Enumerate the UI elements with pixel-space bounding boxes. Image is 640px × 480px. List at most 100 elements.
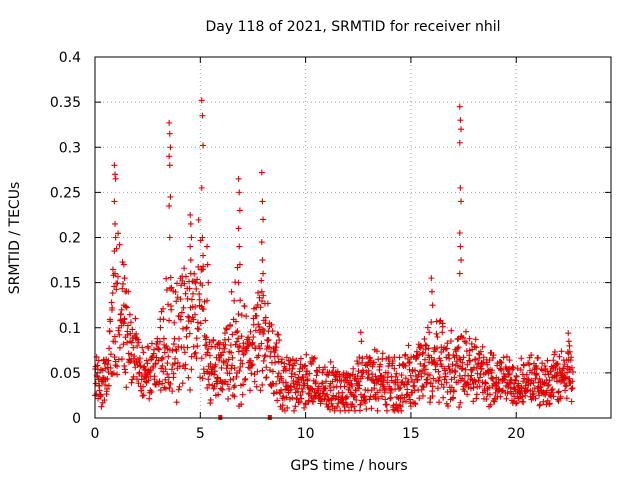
- data-point: [146, 395, 153, 402]
- data-point: [489, 354, 496, 361]
- data-point: [222, 341, 229, 348]
- y-tick-labels: 0 0.05 0.1 0.15 0.2 0.25 0.3 0.35 0.4: [50, 50, 81, 427]
- data-point: [372, 373, 379, 380]
- data-point: [136, 355, 143, 362]
- data-point: [191, 311, 198, 318]
- data-point: [247, 387, 254, 394]
- data-point: [451, 374, 458, 381]
- data-point: [454, 336, 461, 343]
- data-point: [120, 302, 127, 309]
- data-point: [176, 383, 183, 390]
- data-point: [402, 375, 409, 382]
- data-point: [182, 290, 189, 297]
- data-point: [521, 375, 528, 382]
- data-point: [422, 346, 429, 353]
- data-point: [293, 357, 300, 364]
- data-point: [114, 363, 121, 370]
- data-point: [264, 300, 271, 307]
- data-point: [145, 377, 152, 384]
- data-point: [240, 381, 247, 388]
- data-point: [172, 355, 179, 362]
- data-point: [503, 353, 510, 360]
- data-point: [168, 366, 175, 373]
- data-point: [112, 270, 119, 277]
- data-point: [508, 376, 515, 383]
- data-point: [549, 389, 556, 396]
- data-point: [568, 364, 575, 371]
- data-point: [183, 333, 190, 340]
- data-point: [464, 391, 471, 398]
- data-point: [114, 280, 121, 287]
- data-point: [109, 304, 116, 311]
- data-point: [173, 298, 180, 305]
- data-point: [507, 385, 514, 392]
- data-point: [509, 363, 516, 370]
- data-point: [151, 346, 158, 353]
- data-point: [442, 373, 449, 380]
- data-point: [349, 371, 356, 378]
- data-point: [564, 363, 571, 370]
- data-point: [199, 234, 206, 241]
- data-point: [102, 381, 109, 388]
- data-point: [402, 351, 409, 358]
- data-point: [109, 290, 116, 297]
- data-point: [187, 386, 194, 393]
- data-point: [470, 398, 477, 405]
- data-point: [195, 216, 202, 223]
- data-point: [241, 303, 248, 310]
- data-point: [448, 327, 455, 334]
- data-point: [273, 380, 280, 387]
- data-point: [235, 311, 242, 317]
- data-point: [566, 342, 573, 349]
- data-point: [568, 398, 575, 405]
- data-point: [457, 356, 464, 363]
- data-point: [231, 365, 238, 372]
- data-point: [298, 395, 305, 402]
- data-point: [188, 296, 195, 303]
- data-point: [297, 355, 304, 362]
- data-point: [138, 387, 145, 394]
- data-point: [167, 274, 174, 281]
- data-point: [155, 381, 162, 388]
- data-point: [149, 353, 156, 360]
- data-point: [291, 407, 298, 414]
- data-point: [412, 373, 419, 380]
- data-point: [330, 384, 337, 391]
- data-point: [200, 263, 207, 270]
- data-point: [358, 338, 365, 345]
- data-point: [436, 399, 443, 406]
- data-point: [413, 348, 420, 355]
- data-point: [107, 351, 114, 358]
- data-point: [533, 372, 540, 379]
- data-point: [130, 344, 137, 351]
- data-point: [486, 391, 493, 398]
- data-point: [568, 354, 575, 361]
- data-point: [420, 384, 427, 391]
- data-point: [383, 401, 390, 408]
- data-point: [282, 367, 289, 374]
- data-point: [258, 239, 265, 246]
- data-point: [99, 367, 106, 374]
- data-point: [204, 349, 211, 356]
- data-point: [181, 349, 188, 356]
- data-point: [246, 336, 253, 343]
- data-point: [318, 395, 325, 402]
- data-point: [297, 392, 304, 399]
- data-point: [428, 275, 435, 282]
- data-point: [273, 340, 280, 347]
- data-point: [478, 365, 485, 372]
- chart-title: Day 118 of 2021, SRMTID for receiver nhi…: [206, 19, 501, 35]
- data-point: [253, 383, 260, 390]
- data-point: [473, 395, 480, 402]
- data-point: [254, 368, 261, 375]
- data-point: [235, 335, 242, 342]
- data-point: [476, 383, 483, 390]
- data-point: [541, 380, 548, 387]
- data-point: [520, 398, 527, 405]
- data-point: [396, 402, 403, 409]
- data-point: [159, 362, 166, 369]
- data-point: [193, 285, 200, 292]
- data-point: [312, 379, 319, 386]
- data-point: [128, 379, 135, 386]
- data-point: [506, 365, 513, 372]
